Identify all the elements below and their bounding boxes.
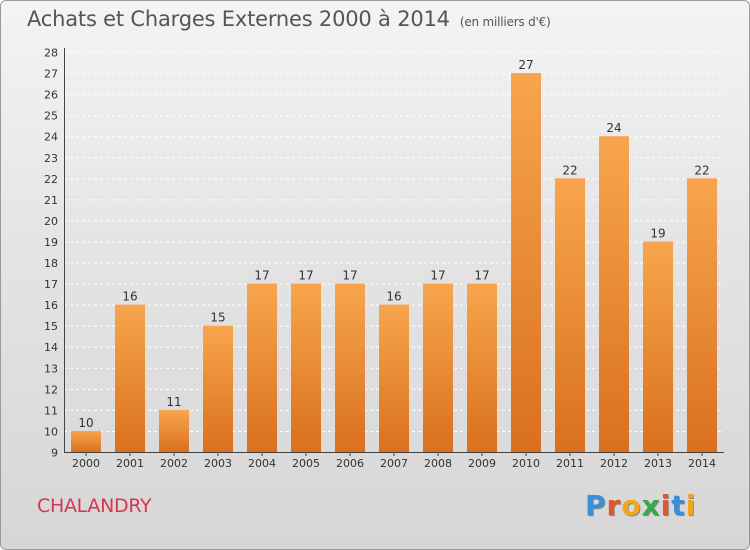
x-tick-label-2002: 2002 — [160, 457, 188, 470]
data-label-2006: 17 — [342, 269, 357, 283]
logo-letter: r — [606, 489, 622, 522]
x-tick-label-2007: 2007 — [380, 457, 408, 470]
logo-letter: x — [641, 489, 661, 522]
bar-2011 — [555, 178, 585, 452]
x-tick-label-2010: 2010 — [512, 457, 540, 470]
y-tick-label: 25 — [44, 110, 58, 123]
data-label-2008: 17 — [430, 269, 445, 283]
logo-letter: t — [671, 489, 686, 522]
proxiti-logo[interactable]: Proxiti — [585, 489, 696, 522]
bar-2000 — [71, 430, 101, 452]
y-tick-label: 17 — [44, 278, 58, 291]
bar-2006 — [335, 283, 365, 452]
data-label-2005: 17 — [298, 269, 313, 283]
y-tick-label: 18 — [44, 257, 58, 270]
logo-letter: P — [585, 489, 607, 522]
bar-2003 — [203, 325, 233, 452]
data-label-2012: 24 — [606, 121, 621, 135]
bar-2002 — [159, 409, 189, 452]
x-tick-label-2005: 2005 — [292, 457, 320, 470]
axes: 9 10 11 12 13 14 15 16 17 18 19 20 21 22 23 24 25 26 27 28 2… — [44, 47, 724, 470]
bar-2010 — [511, 73, 541, 452]
y-tick-label: 27 — [44, 68, 58, 81]
y-tick-label: 21 — [44, 194, 58, 207]
y-tick-label: 26 — [44, 89, 58, 102]
data-label-2003: 15 — [210, 311, 225, 325]
x-tick-label-2001: 2001 — [116, 457, 144, 470]
bar-2013 — [643, 241, 673, 452]
chart-title: Achats et Charges Externes 2000 à 2014 (e… — [27, 7, 551, 31]
logo-letter: i — [685, 489, 697, 522]
y-tick-label: 10 — [44, 425, 58, 438]
data-label-2013: 19 — [650, 226, 665, 240]
data-label-2011: 22 — [562, 163, 577, 177]
y-tick-label: 23 — [44, 152, 58, 165]
x-tick-label-2012: 2012 — [600, 457, 628, 470]
logo-letter: i — [660, 489, 672, 522]
x-tick-label-2000: 2000 — [72, 457, 100, 470]
x-tick-label-2003: 2003 — [204, 457, 232, 470]
x-tick-label-2013: 2013 — [644, 457, 672, 470]
y-tick-label: 19 — [44, 236, 58, 249]
x-tick-label-2009: 2009 — [468, 457, 496, 470]
y-tick-label: 28 — [44, 47, 58, 60]
y-tick-label: 16 — [44, 299, 58, 312]
data-labels: 10 16 11 15 17 17 17 16 17 17 27 22 24 19 22 — [78, 58, 709, 430]
data-label-2001: 16 — [122, 290, 137, 304]
y-tick-label: 22 — [44, 173, 58, 186]
bar-2007 — [379, 304, 409, 452]
logo-letter: o — [621, 489, 642, 522]
commune-name: CHALANDRY — [37, 495, 152, 517]
bar-2009 — [467, 283, 497, 452]
y-tick-label: 11 — [44, 404, 58, 417]
x-tick-label-2008: 2008 — [424, 457, 452, 470]
x-tick-label-2014: 2014 — [688, 457, 716, 470]
bar-2004 — [247, 283, 277, 452]
data-label-2004: 17 — [254, 269, 269, 283]
x-tick-label-2004: 2004 — [248, 457, 276, 470]
bar-2001 — [115, 304, 145, 452]
x-tick-label-2011: 2011 — [556, 457, 584, 470]
x-tick-label-2006: 2006 — [336, 457, 364, 470]
y-tick-label: 14 — [44, 341, 58, 354]
data-label-2014: 22 — [694, 163, 709, 177]
y-tick-label: 13 — [44, 362, 58, 375]
y-tick-label: 15 — [44, 320, 58, 333]
bar-2005 — [291, 283, 321, 452]
bar-2012 — [599, 136, 629, 453]
bar-2008 — [423, 283, 453, 452]
data-label-2010: 27 — [518, 58, 533, 72]
data-label-2000: 10 — [78, 416, 93, 430]
y-tick-label: 9 — [51, 447, 58, 460]
y-tick-label: 12 — [44, 383, 58, 396]
bar-2014 — [687, 178, 717, 452]
data-label-2009: 17 — [474, 269, 489, 283]
chart-subtitle: (en milliers d'€) — [459, 15, 551, 29]
y-tick-label: 24 — [44, 131, 58, 144]
chart-title-text: Achats et Charges Externes 2000 à 2014 — [27, 7, 450, 31]
bars — [71, 73, 717, 453]
y-tick-label: 20 — [44, 215, 58, 228]
data-label-2007: 16 — [386, 290, 401, 304]
data-label-2002: 11 — [166, 395, 181, 409]
